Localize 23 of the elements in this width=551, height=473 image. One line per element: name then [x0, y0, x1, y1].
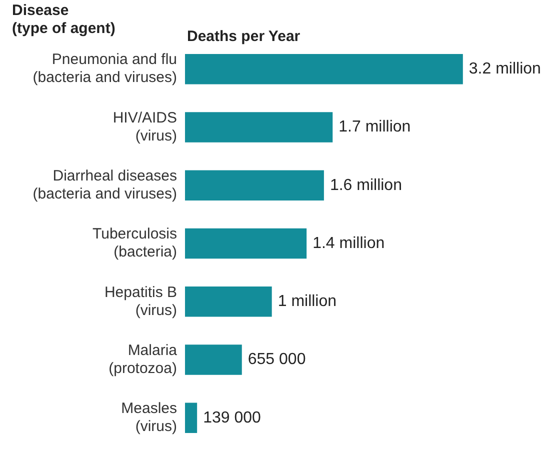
- y-axis-title: Disease (type of agent): [12, 2, 116, 38]
- y-tick-label: Measles (virus): [121, 400, 177, 436]
- data-label: 1.7 million: [338, 118, 411, 136]
- data-label: 139 000: [203, 409, 262, 426]
- bar: [185, 286, 272, 317]
- y-tick-label: Malaria (protozoa): [108, 342, 178, 377]
- y-tick-label: Tuberculosis (bacteria): [92, 226, 177, 261]
- data-label: 1.6 million: [330, 176, 402, 194]
- data-label: 1 million: [278, 293, 337, 310]
- bar: [185, 170, 324, 200]
- y-tick-label: Pneumonia and flu (bacteria and viruses): [32, 51, 177, 86]
- data-label: 3.2 million: [468, 60, 541, 78]
- bar: [185, 228, 307, 259]
- bar: [185, 344, 242, 375]
- y-tick-label: Diarrheal diseases (bacteria and viruses): [32, 168, 177, 202]
- y-tick-label: Hepatitis B (virus): [104, 284, 177, 319]
- bar: [185, 112, 333, 142]
- bar: [185, 54, 463, 84]
- data-label: 655 000: [248, 351, 306, 368]
- bar: [185, 402, 198, 434]
- y-tick-label: HIV/AIDS (virus): [112, 109, 177, 144]
- data-label: 1.4 million: [312, 234, 385, 252]
- x-axis-title: Deaths per Year: [187, 28, 300, 45]
